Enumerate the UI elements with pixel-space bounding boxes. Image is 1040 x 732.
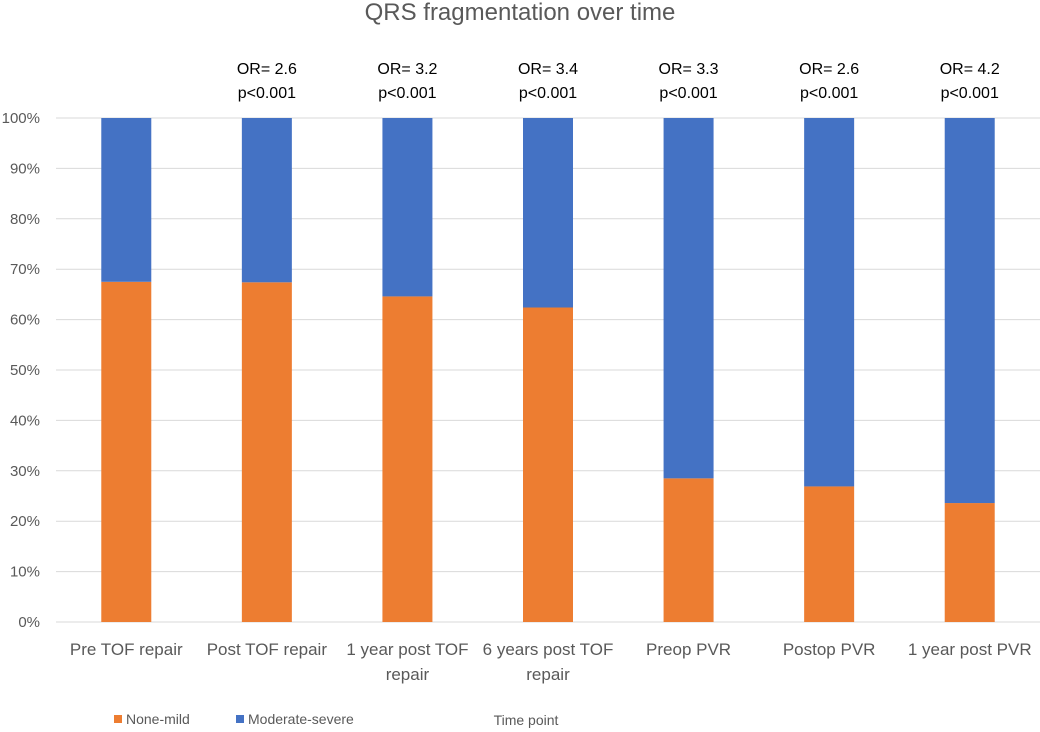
y-tick-label: 30% — [10, 463, 40, 480]
chart-title: QRS fragmentation over time — [365, 0, 676, 26]
bar-annotation: OR= 2.6 — [237, 61, 297, 78]
y-tick-label: 80% — [10, 211, 40, 228]
legend-swatch — [236, 715, 244, 723]
x-tick-label: Pre TOF repair — [70, 640, 183, 659]
annotations: OR= 2.6 p<0.001 OR= 3.2 p<0.001 OR= 3.4 p<0.0… — [237, 61, 1000, 102]
bar-annotation: p<0.001 — [519, 85, 577, 102]
y-tick-label: 60% — [10, 312, 40, 329]
legend: None-mild Moderate-severe — [114, 711, 354, 727]
y-tick-label: 40% — [10, 412, 40, 429]
x-tick-label: Preop PVR — [646, 640, 731, 659]
y-tick-label: 0% — [18, 614, 40, 631]
bar-moderate-severe — [944, 118, 995, 504]
bar-none-mild — [523, 307, 573, 622]
bar-annotation: OR= 3.2 — [377, 61, 437, 78]
x-tick-label: repair — [386, 665, 430, 684]
x-tick-label: repair — [526, 665, 570, 684]
bar-moderate-severe — [523, 118, 573, 308]
y-tick-label: 70% — [10, 261, 40, 278]
bar-moderate-severe — [663, 118, 714, 479]
bar-moderate-severe — [382, 118, 433, 297]
bar-moderate-severe — [241, 118, 292, 283]
x-tick-label: 1 year post PVR — [908, 640, 1032, 659]
legend-label: Moderate-severe — [248, 711, 354, 727]
bar-none-mild — [663, 478, 714, 622]
bar-annotation: OR= 2.6 — [799, 61, 859, 78]
bar-annotation: p<0.001 — [800, 85, 858, 102]
y-axis-ticks: 0% 10% 20% 30% 40% 50% 60% 70% 80% 90% 100% — [2, 110, 40, 631]
y-tick-label: 50% — [10, 362, 40, 379]
bar-annotation: p<0.001 — [238, 85, 296, 102]
bar-annotation: OR= 3.3 — [659, 61, 719, 78]
bar-annotation: p<0.001 — [659, 85, 717, 102]
x-tick-label: Post TOF repair — [207, 640, 328, 659]
bar-none-mild — [101, 281, 152, 622]
bar-moderate-severe — [101, 118, 152, 282]
legend-swatch — [114, 715, 122, 723]
bar-none-mild — [944, 503, 995, 622]
bars — [101, 118, 995, 622]
bar-moderate-severe — [804, 118, 855, 487]
bar-annotation: p<0.001 — [941, 85, 999, 102]
y-tick-label: 100% — [2, 110, 40, 127]
x-tick-label: Postop PVR — [783, 640, 876, 659]
bar-annotation: OR= 3.4 — [518, 61, 578, 78]
bar-none-mild — [804, 486, 855, 622]
y-tick-label: 90% — [10, 160, 40, 177]
legend-label: None-mild — [126, 711, 190, 727]
y-tick-label: 20% — [10, 513, 40, 530]
bar-annotation: p<0.001 — [378, 85, 436, 102]
x-axis-title: Time point — [494, 712, 559, 728]
x-tick-label: 1 year post TOF — [346, 640, 468, 659]
bar-none-mild — [241, 282, 292, 622]
bar-annotation: OR= 4.2 — [940, 61, 1000, 78]
x-axis-ticks: Pre TOF repair Post TOF repair 1 year post… — [70, 640, 1032, 684]
y-tick-label: 10% — [10, 564, 40, 581]
x-tick-label: 6 years post TOF — [483, 640, 614, 659]
bar-none-mild — [382, 296, 433, 622]
